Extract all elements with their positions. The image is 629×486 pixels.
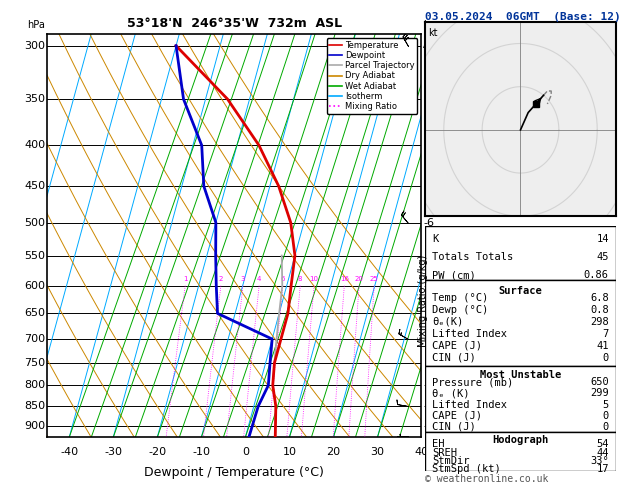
Text: 0: 0 bbox=[242, 448, 249, 457]
Text: 900: 900 bbox=[24, 421, 45, 431]
Text: 600: 600 bbox=[25, 281, 45, 291]
Text: 350: 350 bbox=[25, 94, 45, 104]
Text: 25: 25 bbox=[370, 277, 379, 282]
Text: 30: 30 bbox=[370, 448, 384, 457]
Bar bbox=[425, 366, 616, 432]
Text: 700: 700 bbox=[24, 334, 45, 344]
Text: StmDir: StmDir bbox=[432, 456, 470, 466]
Text: 17: 17 bbox=[596, 464, 609, 474]
Text: 1: 1 bbox=[183, 277, 187, 282]
Text: CAPE (J): CAPE (J) bbox=[432, 411, 482, 420]
Text: 10: 10 bbox=[309, 277, 319, 282]
Text: 400: 400 bbox=[24, 140, 45, 150]
Text: Most Unstable: Most Unstable bbox=[480, 370, 561, 381]
Text: 41: 41 bbox=[596, 341, 609, 350]
Text: hPa: hPa bbox=[28, 20, 45, 30]
Text: -40: -40 bbox=[60, 448, 78, 457]
Text: 3: 3 bbox=[241, 277, 245, 282]
Text: Lifted Index: Lifted Index bbox=[432, 399, 507, 410]
Text: Mixing Ratio (g/kg): Mixing Ratio (g/kg) bbox=[418, 255, 428, 347]
Text: -7: -7 bbox=[423, 140, 435, 150]
Text: -4: -4 bbox=[423, 281, 435, 291]
Text: θₑ (K): θₑ (K) bbox=[432, 388, 470, 399]
Text: 750: 750 bbox=[24, 358, 45, 368]
Text: 850: 850 bbox=[24, 401, 45, 411]
Text: 03.05.2024  06GMT  (Base: 12): 03.05.2024 06GMT (Base: 12) bbox=[425, 12, 620, 22]
Text: kt: kt bbox=[428, 28, 438, 38]
Bar bbox=[425, 280, 616, 366]
Text: 53°18'N  246°35'W  732m  ASL: 53°18'N 246°35'W 732m ASL bbox=[126, 17, 342, 30]
Text: 0: 0 bbox=[603, 352, 609, 363]
Text: ASL: ASL bbox=[423, 40, 442, 50]
Text: 299: 299 bbox=[590, 388, 609, 399]
Text: 2: 2 bbox=[219, 277, 223, 282]
Text: EH: EH bbox=[432, 439, 445, 450]
Text: -3: -3 bbox=[423, 334, 434, 344]
Text: θₑ(K): θₑ(K) bbox=[432, 317, 464, 327]
Legend: Temperature, Dewpoint, Parcel Trajectory, Dry Adiabat, Wet Adiabat, Isotherm, Mi: Temperature, Dewpoint, Parcel Trajectory… bbox=[327, 38, 417, 114]
Text: km: km bbox=[423, 20, 438, 30]
Text: 4: 4 bbox=[257, 277, 261, 282]
Text: 298: 298 bbox=[590, 317, 609, 327]
Text: 300: 300 bbox=[25, 41, 45, 51]
Text: 0: 0 bbox=[603, 422, 609, 432]
Text: 54: 54 bbox=[596, 439, 609, 450]
Text: CIN (J): CIN (J) bbox=[432, 422, 476, 432]
Text: Hodograph: Hodograph bbox=[493, 435, 548, 445]
Text: K: K bbox=[432, 234, 438, 244]
Text: -LCL: -LCL bbox=[423, 401, 445, 411]
Text: -20: -20 bbox=[148, 448, 166, 457]
Text: -30: -30 bbox=[104, 448, 122, 457]
Text: Dewpoint / Temperature (°C): Dewpoint / Temperature (°C) bbox=[145, 466, 324, 479]
Text: 8: 8 bbox=[298, 277, 303, 282]
Text: 0.8: 0.8 bbox=[590, 305, 609, 315]
Text: 500: 500 bbox=[25, 218, 45, 227]
Text: 650: 650 bbox=[25, 309, 45, 318]
Text: 44: 44 bbox=[596, 448, 609, 458]
Text: 650: 650 bbox=[590, 378, 609, 387]
Text: 6.8: 6.8 bbox=[590, 293, 609, 303]
Text: 450: 450 bbox=[24, 181, 45, 191]
Text: 0.86: 0.86 bbox=[584, 271, 609, 280]
Text: CAPE (J): CAPE (J) bbox=[432, 341, 482, 350]
Text: -2: -2 bbox=[423, 380, 435, 390]
Bar bbox=[425, 432, 616, 471]
Bar bbox=[425, 226, 616, 280]
Text: 0: 0 bbox=[603, 411, 609, 420]
Text: 550: 550 bbox=[25, 251, 45, 260]
Text: 20: 20 bbox=[355, 277, 364, 282]
Text: 5: 5 bbox=[603, 399, 609, 410]
Text: 14: 14 bbox=[596, 234, 609, 244]
Text: 7: 7 bbox=[603, 329, 609, 339]
Text: -8: -8 bbox=[423, 41, 435, 51]
Text: 40: 40 bbox=[415, 448, 428, 457]
Text: 33°: 33° bbox=[590, 456, 609, 466]
Text: SREH: SREH bbox=[432, 448, 457, 458]
Text: PW (cm): PW (cm) bbox=[432, 271, 476, 280]
Text: 45: 45 bbox=[596, 253, 609, 262]
Text: 10: 10 bbox=[282, 448, 296, 457]
Text: 16: 16 bbox=[340, 277, 349, 282]
Text: -10: -10 bbox=[192, 448, 210, 457]
Text: Surface: Surface bbox=[499, 286, 542, 295]
Text: Temp (°C): Temp (°C) bbox=[432, 293, 489, 303]
Text: Dewp (°C): Dewp (°C) bbox=[432, 305, 489, 315]
Text: 6: 6 bbox=[281, 277, 285, 282]
Text: CIN (J): CIN (J) bbox=[432, 352, 476, 363]
Text: -1: -1 bbox=[423, 421, 434, 431]
Text: Pressure (mb): Pressure (mb) bbox=[432, 378, 513, 387]
Text: -6: -6 bbox=[423, 218, 434, 227]
Text: StmSpd (kt): StmSpd (kt) bbox=[432, 464, 501, 474]
Text: Lifted Index: Lifted Index bbox=[432, 329, 507, 339]
Text: © weatheronline.co.uk: © weatheronline.co.uk bbox=[425, 473, 548, 484]
Text: Totals Totals: Totals Totals bbox=[432, 253, 513, 262]
Text: 20: 20 bbox=[326, 448, 340, 457]
Text: 800: 800 bbox=[24, 380, 45, 390]
